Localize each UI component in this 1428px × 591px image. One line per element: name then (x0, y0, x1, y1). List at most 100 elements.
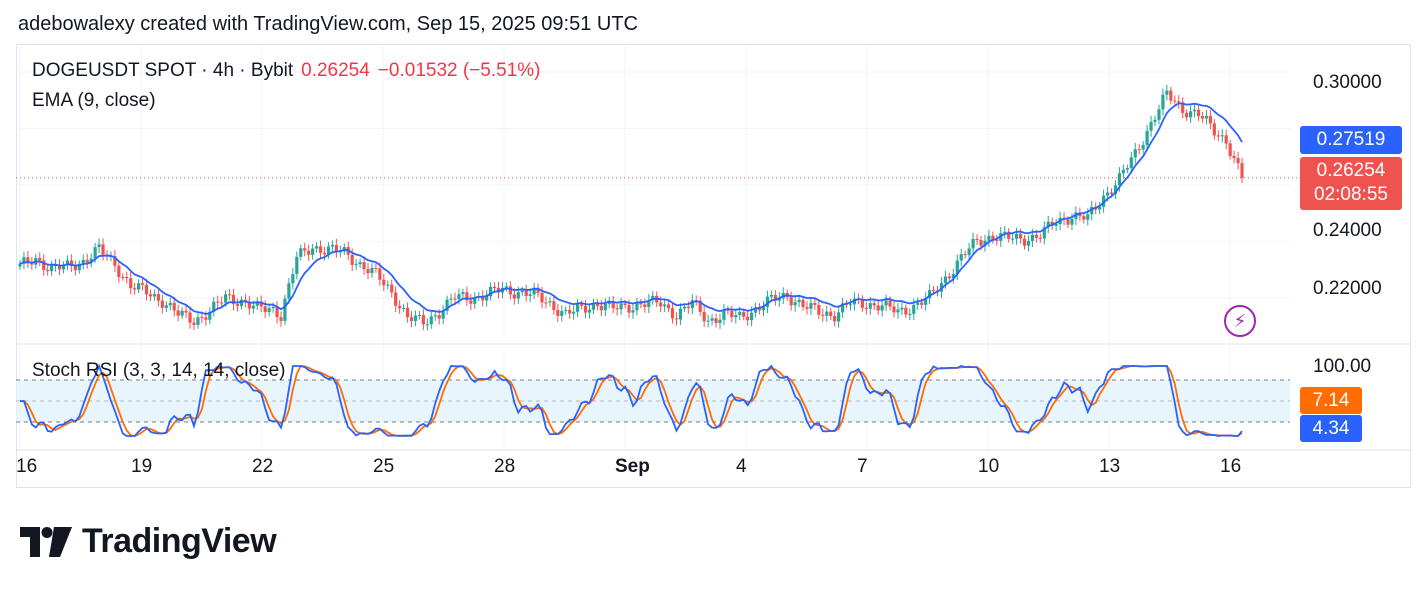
candle-body (85, 259, 89, 263)
tradingview-logo[interactable]: TradingView (20, 522, 277, 561)
chart-frame (16, 44, 1411, 488)
candle-body (405, 307, 410, 318)
candle-body (137, 283, 141, 290)
candle-body (753, 307, 758, 313)
candle-body (18, 263, 22, 267)
candle-body (350, 254, 354, 265)
candle-body (1161, 94, 1165, 110)
candle-body (425, 324, 429, 326)
candle-body (880, 305, 884, 311)
candle-body (307, 250, 311, 255)
candle-body (1022, 238, 1027, 246)
candle-body (362, 262, 366, 270)
candle-body (461, 292, 465, 295)
candle-body (979, 240, 983, 246)
candle-body (1169, 90, 1173, 101)
candle-body (192, 322, 196, 325)
candle-body (892, 306, 896, 313)
candle-body (247, 301, 251, 309)
candle-body (809, 302, 813, 309)
candle-body (318, 246, 323, 253)
candle-body (255, 301, 259, 306)
candle-body (97, 244, 101, 248)
candle-body (635, 302, 639, 311)
candle-body (1121, 169, 1125, 174)
candle-body (572, 311, 576, 314)
candle-body (267, 308, 271, 313)
candle-body (46, 269, 50, 272)
candle-body (1014, 233, 1019, 239)
candle-body (378, 268, 382, 280)
candle-body (469, 300, 473, 304)
candle-body (200, 317, 204, 319)
candle-body (287, 283, 291, 299)
candle-body (564, 309, 568, 312)
candle-body (686, 306, 690, 309)
candle-body (1003, 231, 1007, 234)
candle-body (520, 290, 524, 293)
stoch-legend[interactable]: Stoch RSI (3, 3, 14, 14, close) (32, 360, 286, 381)
symbol-legend[interactable]: DOGEUSDT SPOT · 4h · Bybit 0.26254 −0.0153… (32, 60, 541, 82)
candle-body (817, 304, 821, 315)
candle-body (738, 312, 742, 316)
candle-body (1070, 218, 1074, 225)
candle-body (235, 304, 240, 306)
candle-body (445, 299, 449, 311)
candle-body (777, 298, 781, 301)
candle-body (702, 311, 706, 322)
candle-body (611, 300, 615, 309)
candle-body (449, 298, 453, 300)
countdown-timer: 02:08:55 (1314, 184, 1388, 205)
candle-body (805, 306, 809, 309)
candle-body (872, 303, 876, 306)
candle-body (370, 267, 374, 274)
date-tick: 16 (1220, 456, 1242, 477)
candle-body (548, 301, 552, 303)
candle-body (168, 302, 172, 306)
candle-body (208, 311, 212, 320)
candle-body (1105, 192, 1110, 196)
candle-body (283, 298, 287, 321)
candle-body (947, 276, 951, 279)
candle-body (690, 300, 694, 309)
candle-body (568, 309, 572, 314)
candle-body (987, 235, 991, 241)
candle-body (599, 305, 603, 311)
candle-body (888, 300, 892, 307)
stoch-k-badge: 4.34 (1300, 415, 1362, 442)
candle-body (65, 260, 70, 266)
candle-body (1196, 109, 1201, 117)
candle-body (734, 315, 738, 318)
candle-body (227, 294, 232, 296)
candle-body (156, 294, 160, 301)
candle-body (615, 308, 619, 310)
candle-body (1189, 111, 1193, 118)
candle-body (311, 248, 315, 255)
candle-body (813, 302, 817, 305)
candle-body (1026, 241, 1031, 246)
candle-body (540, 292, 544, 303)
candle-body (382, 279, 386, 286)
candle-body (931, 290, 936, 292)
candle-body (180, 310, 184, 316)
candle-body (1240, 163, 1244, 178)
candle-body (536, 287, 540, 293)
ema-legend[interactable]: EMA (9, close) (32, 90, 156, 111)
date-tick: 4 (736, 456, 747, 477)
candle-body (69, 260, 73, 266)
candle-body (916, 302, 920, 305)
candle-body (1030, 234, 1035, 242)
candle-body (295, 256, 299, 275)
candle-body (1173, 100, 1177, 102)
candle-body (176, 310, 180, 316)
candle-body (722, 309, 726, 320)
candle-body (532, 287, 536, 295)
candle-body (1153, 119, 1157, 122)
candle-body (259, 301, 263, 307)
candle-body (263, 306, 267, 313)
candle-body (579, 304, 584, 306)
candle-body (955, 260, 959, 274)
candle-body (81, 259, 85, 264)
lightning-bolt-icon[interactable]: ⚡ (1224, 305, 1256, 337)
